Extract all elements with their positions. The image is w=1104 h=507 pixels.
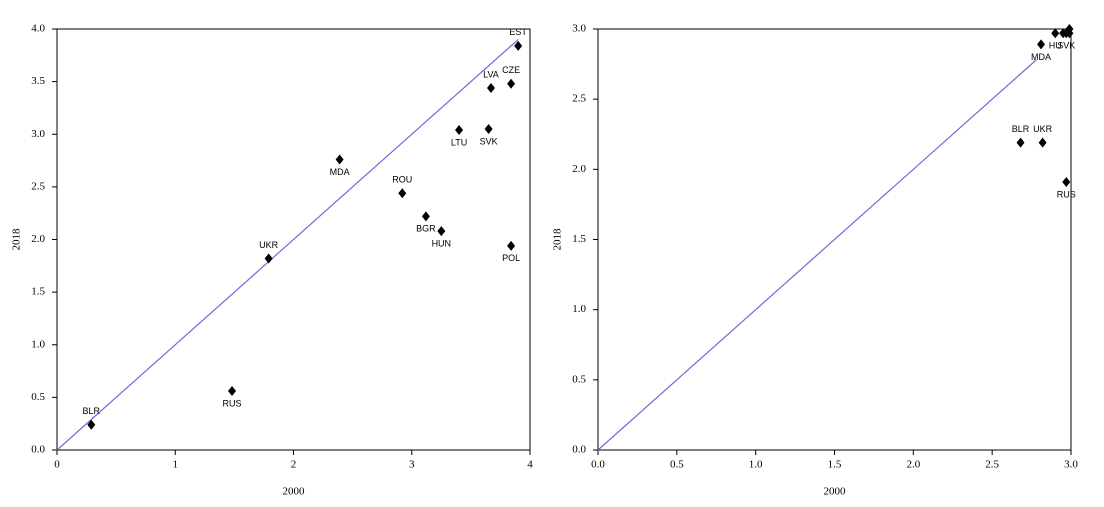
x-tick-label: 4: [527, 459, 533, 471]
point: [507, 78, 516, 89]
x-tick-label: 1: [173, 459, 179, 471]
point: [455, 125, 464, 136]
point: [1051, 28, 1060, 39]
y-tick-label: 3.5: [31, 75, 45, 87]
y-tick-label: 0.5: [31, 391, 45, 403]
point: [87, 419, 96, 430]
y-tick-label: 1.5: [572, 233, 586, 245]
x-tick-label: 3.0: [1064, 459, 1078, 471]
point: [398, 188, 407, 199]
point-label: BLR: [1012, 124, 1030, 134]
point: [514, 40, 523, 51]
y-tick-label: 2.5: [572, 93, 586, 105]
point-label: BGR: [416, 224, 436, 234]
y-tick-label: 2.0: [572, 163, 586, 175]
point: [1037, 39, 1046, 50]
point: [1016, 137, 1025, 148]
point: [335, 154, 344, 165]
y-tick-label: 1.0: [572, 303, 586, 315]
x-tick-label: 1.5: [828, 459, 842, 471]
y-tick-label: 1.0: [31, 338, 45, 350]
x-tick-label: 0.0: [591, 459, 605, 471]
point-label: SVK: [480, 136, 498, 146]
point-label: EST: [509, 27, 527, 37]
y-tick-label: 3.0: [572, 23, 586, 35]
point-label: LTU: [451, 137, 467, 147]
y-tick-label: 2.0: [31, 233, 45, 245]
point: [264, 253, 273, 264]
y-tick-label: 2.5: [31, 180, 45, 192]
y-tick-label: 0.0: [31, 444, 45, 456]
point: [507, 240, 516, 251]
reference-line: [597, 59, 1037, 451]
x-tick-label: 3: [409, 459, 415, 471]
point-label: POL: [502, 253, 520, 263]
y-tick-label: 0.5: [572, 373, 586, 385]
point: [1065, 24, 1074, 34]
x-axis-title: 2000: [824, 486, 847, 498]
point-label: HU: [1049, 41, 1062, 51]
point: [421, 211, 430, 222]
x-tick-label: 1.0: [749, 459, 763, 471]
point-label: HUN: [432, 238, 452, 248]
x-tick-label: 2.0: [906, 459, 920, 471]
point-label: BLR: [83, 406, 101, 416]
point-label: MDA: [1031, 52, 1051, 62]
point: [1059, 28, 1068, 39]
point-label: UKR: [1033, 124, 1053, 134]
x-tick-label: 2.5: [985, 459, 999, 471]
point-label: SVK: [1057, 41, 1075, 51]
point-label: ROU: [392, 175, 412, 185]
point-label: RUS: [223, 398, 242, 408]
x-tick-label: 0.5: [670, 459, 684, 471]
point: [486, 82, 495, 93]
point: [437, 226, 446, 237]
reference-line: [56, 39, 519, 451]
point: [1038, 137, 1047, 148]
point-label: UKR: [259, 240, 279, 250]
x-tick-label: 2: [291, 459, 297, 471]
point: [484, 123, 493, 134]
point-label: CZE: [502, 65, 520, 75]
point-label: MDA: [330, 167, 350, 177]
point: [228, 386, 237, 397]
x-axis-title: 2000: [283, 486, 306, 498]
y-tick-label: 1.5: [31, 286, 45, 298]
y-axis-title: 2018: [552, 228, 564, 251]
y-tick-label: 3.0: [31, 128, 45, 140]
y-tick-label: 4.0: [31, 23, 45, 35]
point-label: RUS: [1057, 189, 1076, 199]
point-label: LVA: [483, 69, 499, 79]
point: [1062, 176, 1071, 187]
y-axis-title: 2018: [11, 228, 23, 251]
x-tick-label: 0: [54, 459, 60, 471]
y-tick-label: 0.0: [572, 444, 586, 456]
